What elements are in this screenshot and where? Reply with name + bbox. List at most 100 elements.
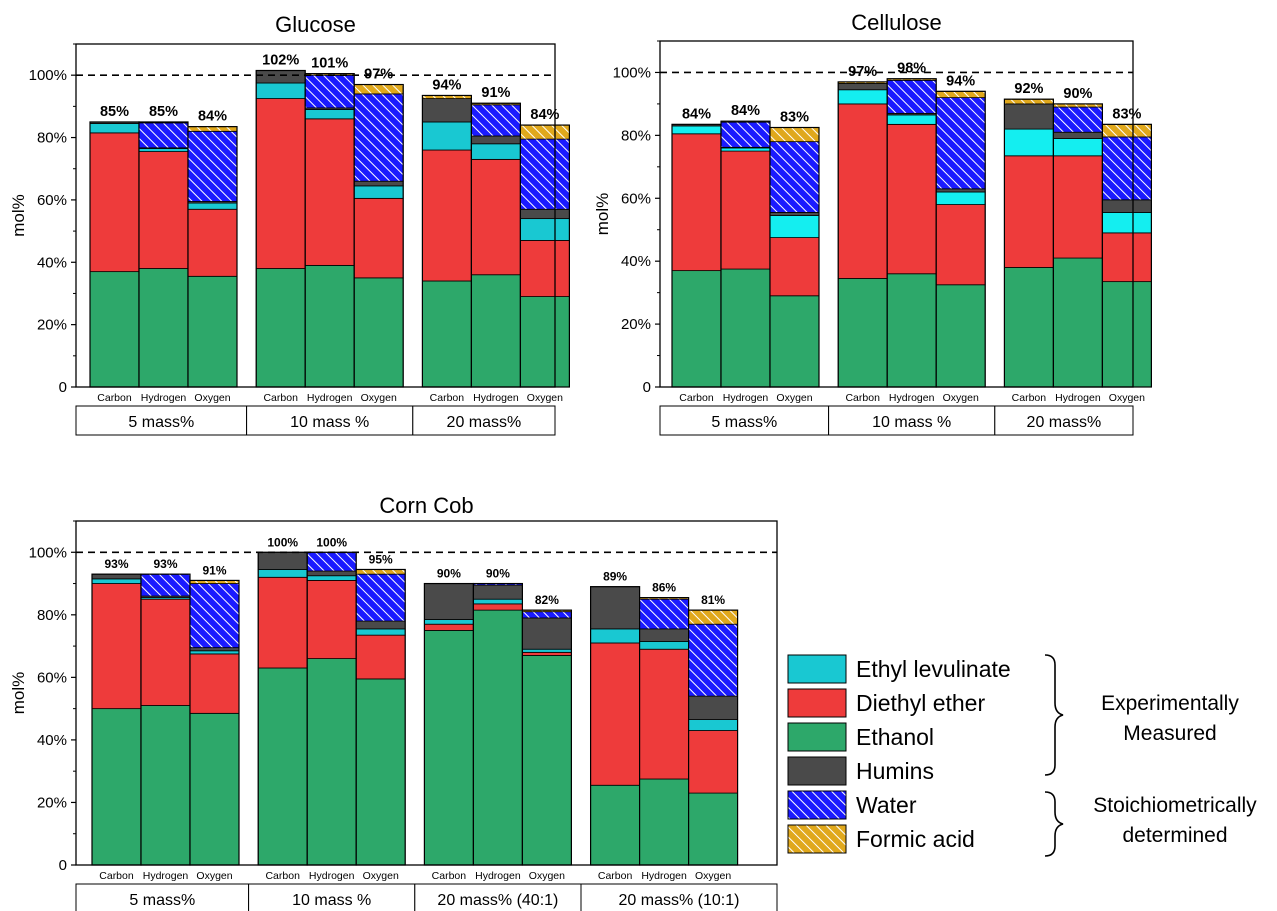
bar-segment-ethanol — [886, 273, 937, 388]
bar-segment-ethanol — [837, 278, 888, 388]
legend-swatch-humins — [787, 756, 847, 786]
legend-swatch-water — [787, 790, 847, 820]
bar-total-label: 101% — [311, 56, 348, 72]
element-tick-label: Oxygen — [776, 392, 812, 404]
bar-segment-diethyl-ether — [1004, 155, 1054, 268]
bar-segment-formic-acid — [353, 84, 404, 95]
bar-total-label: 83% — [1112, 106, 1141, 122]
element-tick-label: Oxygen — [363, 870, 399, 882]
bar-total-label: 89% — [603, 570, 627, 584]
bar-segment-humins — [353, 180, 404, 187]
y-tick-label: 40% — [37, 732, 67, 749]
element-tick-label: Oxygen — [361, 392, 397, 404]
bar-segment-water — [304, 74, 355, 109]
y-tick-label: 40% — [621, 253, 651, 270]
bar-segment-water — [355, 573, 406, 622]
legend-label-formic-acid: Formic acid — [856, 826, 975, 852]
bar-segment-humins — [590, 586, 640, 630]
y-tick-label: 80% — [37, 607, 67, 624]
group-cell — [246, 405, 414, 436]
bar-segment-formic-acid — [935, 90, 986, 99]
bar-segment-diethyl-ether — [257, 576, 308, 669]
element-tick-label: Oxygen — [529, 870, 565, 882]
element-tick-label: Hydrogen — [1055, 392, 1101, 404]
group-label: 5 mass% — [129, 892, 195, 909]
y-tick-label: 0 — [643, 379, 651, 396]
bar-segment-ethanol — [138, 268, 189, 388]
bar-total-label: 98% — [897, 61, 926, 77]
legend-label-humins: Humins — [856, 758, 934, 784]
element-tick-label: Hydrogen — [473, 392, 519, 404]
bar-segment-diethyl-ether — [935, 204, 986, 286]
group-cell — [659, 405, 830, 436]
bar-segment-ethanol — [520, 296, 570, 388]
bar-segment-ethyl-levulinate — [522, 648, 572, 653]
bar-segment-ethyl-levulinate — [639, 641, 689, 650]
bar-segment-ethanol — [935, 284, 986, 388]
bar-segment-ethyl-levulinate — [355, 628, 406, 636]
chart-title: Corn Cob — [379, 493, 473, 518]
y-tick-label: 0 — [59, 857, 67, 874]
bar-segment-water — [353, 93, 404, 182]
element-tick-label: Hydrogen — [475, 870, 521, 882]
bar-total-label: 85% — [100, 104, 129, 120]
bar-segment-formic-acid — [769, 127, 820, 143]
y-tick-label: 60% — [37, 192, 67, 209]
bar-segment-diethyl-ether — [89, 132, 140, 273]
legend-swatch-ethanol — [787, 722, 847, 752]
bar-segment-ethyl-levulinate — [470, 143, 521, 160]
bar-segment-humins — [1053, 131, 1103, 139]
bar-segment-ethyl-levulinate — [1102, 212, 1152, 234]
bar-segment-diethyl-ether — [1102, 232, 1152, 283]
bar-segment-ethyl-levulinate — [421, 121, 472, 151]
bar-segment-water — [720, 121, 771, 148]
bar-segment-ethyl-levulinate — [472, 598, 523, 605]
bar-segment-ethyl-levulinate — [304, 109, 355, 120]
element-tick-label: Hydrogen — [723, 392, 769, 404]
bar-segment-ethyl-levulinate — [769, 215, 820, 238]
bar-segment-ethyl-levulinate — [671, 125, 722, 135]
bar-total-label: 97% — [848, 64, 877, 80]
chart-panel-corn-cob: Corn Cob mol% 0 20% 40% 60% 80% 100% 93% Carbon 93… — [9, 493, 778, 911]
bar-segment-water — [138, 122, 189, 149]
element-tick-label: Carbon — [845, 392, 880, 404]
bar-segment-ethanol — [688, 792, 738, 866]
bar-segment-diethyl-ether — [353, 197, 404, 279]
bar-segment-humins — [255, 70, 306, 84]
bar-segment-ethanol — [257, 667, 308, 866]
y-axis-label: mol% — [9, 672, 28, 715]
bar-segment-ethanol — [355, 678, 406, 866]
bar-segment-ethanol — [1004, 267, 1054, 388]
y-axis-label: mol% — [9, 194, 28, 237]
bar-total-label: 93% — [153, 557, 177, 571]
legend-label-water: Water — [856, 792, 917, 818]
element-tick-label: Carbon — [679, 392, 714, 404]
group-label: 10 mass % — [290, 414, 369, 431]
bar-segment-ethyl-levulinate — [189, 650, 240, 655]
bar-total-label: 92% — [1014, 81, 1043, 97]
bar-segment-humins — [639, 628, 689, 642]
bar-segment-diethyl-ether — [140, 598, 191, 706]
y-tick-label: 80% — [37, 130, 67, 147]
bar-segment-humins — [935, 188, 986, 193]
bar-segment-ethanol — [470, 274, 521, 388]
bar-segment-water — [639, 598, 689, 630]
brace-stoichiometric — [1044, 791, 1064, 857]
group-label: 20 mass% (40:1) — [437, 892, 558, 909]
bar-segment-humins — [423, 583, 474, 620]
stoichiometric-label-line2: determined — [1122, 824, 1227, 847]
y-axis-label: mol% — [593, 193, 612, 236]
bar-segment-diethyl-ether — [720, 150, 771, 270]
bar-segment-humins — [769, 212, 820, 216]
element-tick-label: Hydrogen — [143, 870, 189, 882]
bar-segment-diethyl-ether — [91, 583, 142, 710]
bar-segment-water — [522, 611, 572, 619]
bar-segment-humins — [520, 208, 570, 220]
bar-segment-diethyl-ether — [421, 149, 472, 282]
bar-segment-ethyl-levulinate — [1004, 128, 1054, 157]
element-tick-label: Carbon — [263, 392, 298, 404]
bar-segment-humins — [421, 98, 472, 123]
bar-segment-water — [187, 130, 238, 202]
bar-segment-diethyl-ether — [187, 208, 238, 277]
